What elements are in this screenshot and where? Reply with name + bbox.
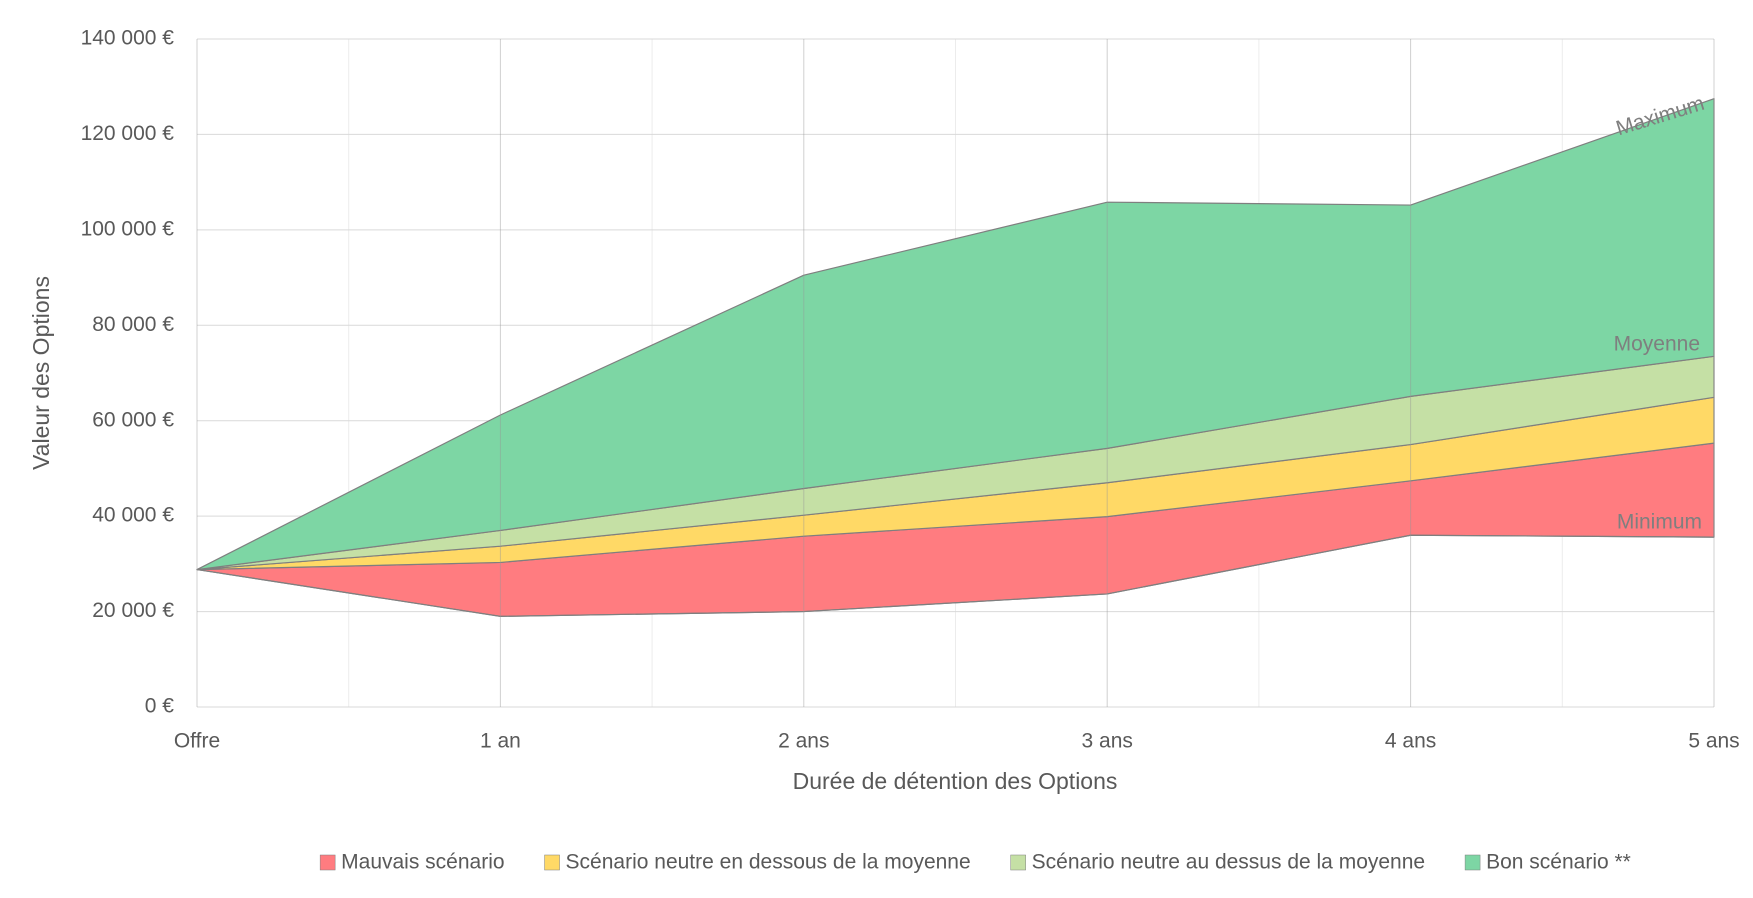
y-tick-label: 40 000 € xyxy=(92,504,174,527)
x-tick-label: 3 ans xyxy=(1082,730,1133,753)
y-tick-label: 60 000 € xyxy=(92,408,174,431)
area xyxy=(196,98,1715,571)
legend-swatch xyxy=(544,854,560,871)
legend-label: Mauvais scénario xyxy=(341,851,504,874)
annotation: Moyenne xyxy=(1614,333,1700,356)
y-tick-label: 0 € xyxy=(145,695,175,718)
legend-label: Bon scénario ** xyxy=(1486,851,1631,874)
y-tick-label: 100 000 € xyxy=(81,217,175,240)
x-tick-label: 1 an xyxy=(480,730,521,753)
y-tick-label: 20 000 € xyxy=(92,599,174,622)
minimum-line xyxy=(196,534,1715,617)
areas xyxy=(196,98,1715,617)
y-tick-label: 80 000 € xyxy=(92,313,174,336)
y-axis-title: Valeur des Options xyxy=(28,276,54,470)
x-tick-label: 2 ans xyxy=(778,730,829,753)
legend-swatch xyxy=(1464,854,1481,871)
legend-label: Scénario neutre en dessous de la moyenne xyxy=(566,851,971,874)
legend: Mauvais scénario Scénario neutre en desso… xyxy=(319,851,1631,874)
annotation: Minimum xyxy=(1617,511,1702,534)
legend-swatch xyxy=(319,854,336,871)
legend-swatch xyxy=(1010,854,1026,871)
x-tick-label: Offre xyxy=(174,730,220,753)
y-tick-label: 120 000 € xyxy=(81,122,175,145)
legend-label: Scénario neutre au dessus de la moyenne xyxy=(1032,851,1425,874)
x-axis-title: Durée de détention des Options xyxy=(793,768,1118,794)
y-tick-label: 140 000 € xyxy=(81,27,175,50)
x-tick-label: 5 ans xyxy=(1688,730,1739,753)
x-tick-label: 4 ans xyxy=(1385,730,1436,753)
